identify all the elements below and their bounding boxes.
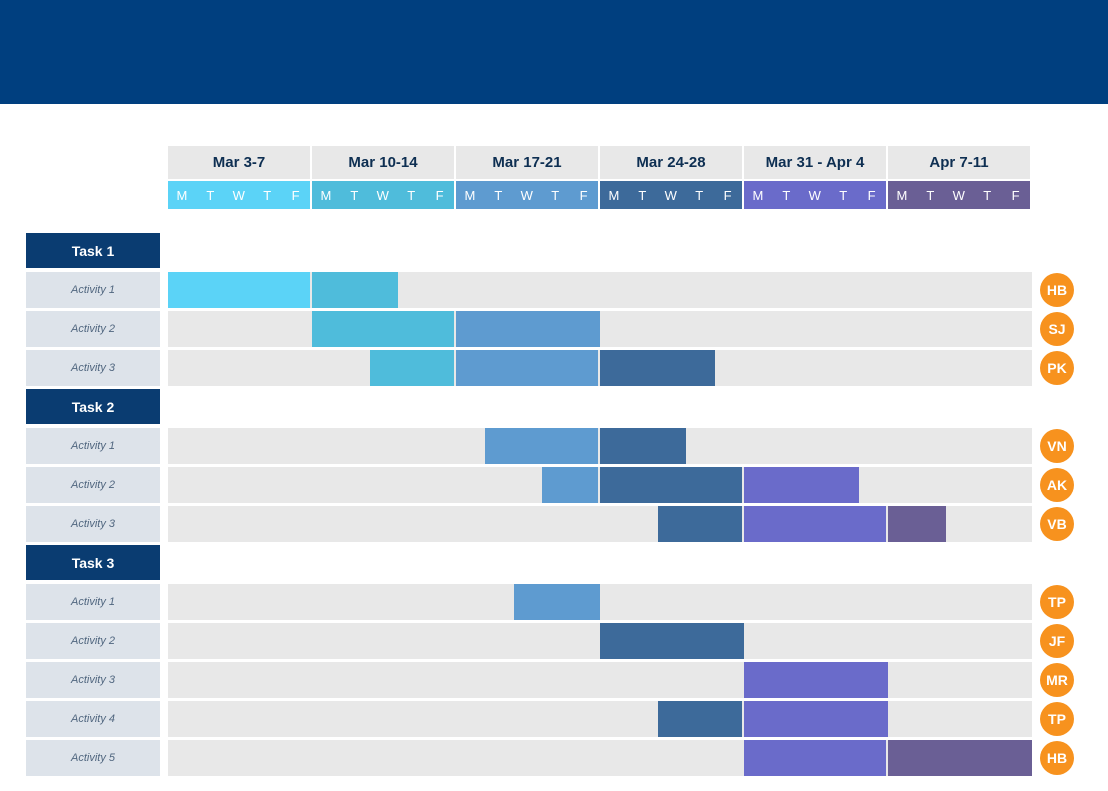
owner-avatar[interactable]: JF <box>1040 624 1074 658</box>
timeline-track <box>168 701 1032 737</box>
activity-label: Activity 3 <box>26 506 160 542</box>
activity-label: Activity 2 <box>26 467 160 503</box>
activity-label: Activity 2 <box>26 623 160 659</box>
week-header: Apr 7-11 <box>888 146 1030 179</box>
activity-label: Activity 1 <box>26 584 160 620</box>
task-label: Task 3 <box>26 545 160 580</box>
day-label: T <box>983 187 992 203</box>
day-label: F <box>291 187 301 203</box>
day-label: M <box>896 187 908 203</box>
task-label: Task 1 <box>26 233 160 268</box>
owner-avatar[interactable]: MR <box>1040 663 1074 697</box>
day-label: F <box>1011 187 1021 203</box>
gantt-bar[interactable] <box>600 467 742 503</box>
week-header: Mar 17-21 <box>456 146 598 179</box>
gantt-bar[interactable] <box>168 272 310 308</box>
gantt-bar[interactable] <box>600 350 716 386</box>
activity-label: Activity 5 <box>26 740 160 776</box>
day-label: T <box>494 187 503 203</box>
day-label: M <box>176 187 188 203</box>
gantt-bar[interactable] <box>744 506 886 542</box>
owner-avatar[interactable]: HB <box>1040 741 1074 775</box>
gantt-bar[interactable] <box>312 272 399 308</box>
day-label: T <box>551 187 560 203</box>
day-label: T <box>206 187 215 203</box>
gantt-bar[interactable] <box>456 311 600 347</box>
owner-avatar[interactable]: TP <box>1040 702 1074 736</box>
activity-label: Activity 1 <box>26 428 160 464</box>
day-label: T <box>638 187 647 203</box>
day-label: T <box>782 187 791 203</box>
timeline-track <box>168 311 1032 347</box>
day-label: M <box>464 187 476 203</box>
gantt-bar[interactable] <box>456 350 598 386</box>
gantt-bar[interactable] <box>744 467 860 503</box>
day-label: W <box>952 187 966 203</box>
activity-label: Activity 2 <box>26 311 160 347</box>
gantt-bar[interactable] <box>484 428 598 464</box>
day-label: F <box>867 187 877 203</box>
gantt-bar[interactable] <box>744 701 888 737</box>
timeline-track <box>168 584 1032 620</box>
week-header: Mar 24-28 <box>600 146 742 179</box>
day-label: F <box>723 187 733 203</box>
day-label: T <box>263 187 272 203</box>
gantt-bar[interactable] <box>657 506 742 542</box>
gantt-bar[interactable] <box>888 740 1032 776</box>
header-banner <box>0 0 1108 104</box>
day-label: W <box>520 187 534 203</box>
owner-avatar[interactable]: VN <box>1040 429 1074 463</box>
owner-avatar[interactable]: HB <box>1040 273 1074 307</box>
day-label: T <box>695 187 704 203</box>
gantt-bar[interactable] <box>744 740 886 776</box>
day-label: W <box>808 187 822 203</box>
day-label: T <box>350 187 359 203</box>
gantt-bar[interactable] <box>312 311 454 347</box>
day-label: M <box>752 187 764 203</box>
gantt-bar[interactable] <box>369 350 454 386</box>
owner-avatar[interactable]: SJ <box>1040 312 1074 346</box>
day-label: W <box>376 187 390 203</box>
day-label: F <box>435 187 445 203</box>
owner-avatar[interactable]: AK <box>1040 468 1074 502</box>
task-label: Task 2 <box>26 389 160 424</box>
owner-avatar[interactable]: TP <box>1040 585 1074 619</box>
activity-label: Activity 1 <box>26 272 160 308</box>
week-header: Mar 3-7 <box>168 146 310 179</box>
gantt-bar[interactable] <box>600 428 687 464</box>
owner-avatar[interactable]: PK <box>1040 351 1074 385</box>
gantt-bar[interactable] <box>744 662 888 698</box>
day-label: T <box>926 187 935 203</box>
day-label: T <box>407 187 416 203</box>
gantt-bar[interactable] <box>888 506 946 542</box>
activity-label: Activity 3 <box>26 662 160 698</box>
day-label: M <box>608 187 620 203</box>
timeline-track <box>168 662 1032 698</box>
week-header: Mar 31 - Apr 4 <box>744 146 886 179</box>
activity-label: Activity 3 <box>26 350 160 386</box>
day-label: T <box>839 187 848 203</box>
day-label: M <box>320 187 332 203</box>
gantt-bar[interactable] <box>513 584 600 620</box>
day-label: W <box>232 187 246 203</box>
gantt-bar[interactable] <box>657 701 742 737</box>
gantt-bar[interactable] <box>542 467 598 503</box>
gantt-bar[interactable] <box>600 623 744 659</box>
owner-avatar[interactable]: VB <box>1040 507 1074 541</box>
day-label: F <box>579 187 589 203</box>
day-label: W <box>664 187 678 203</box>
week-header: Mar 10-14 <box>312 146 454 179</box>
activity-label: Activity 4 <box>26 701 160 737</box>
